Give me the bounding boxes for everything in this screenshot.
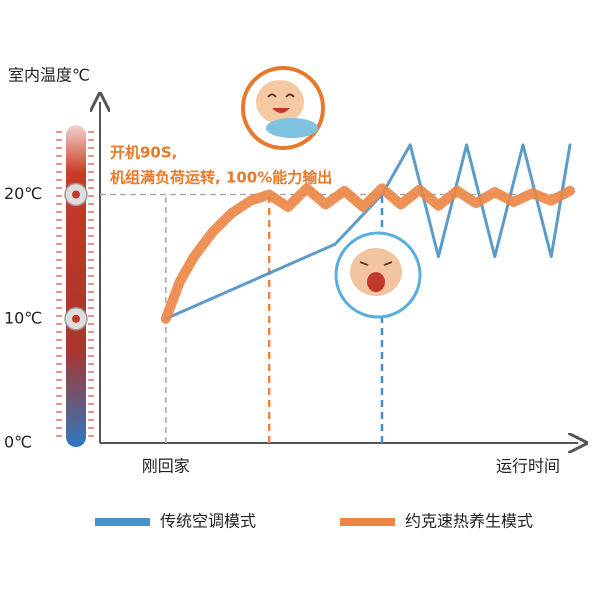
- annotation: 开机90S,: [110, 144, 177, 162]
- legend-label: 约克速热养生模式: [405, 512, 533, 531]
- x-axis-title: 运行时间: [496, 457, 560, 476]
- series-line: [160, 183, 575, 324]
- thermometer-knob-dot: [72, 314, 80, 323]
- thermometer-knob-dot: [72, 190, 80, 199]
- annotation: 机组满负荷运转, 100%能力输出: [110, 169, 332, 187]
- happy-baby-icon: [241, 66, 325, 150]
- crying-baby-icon: [334, 231, 422, 319]
- x-tick-label: 刚回家: [142, 457, 190, 476]
- thermometer-tube: [66, 125, 86, 447]
- y-tick-label: 0℃: [4, 433, 32, 452]
- y-tick-label: 20℃: [4, 184, 42, 203]
- legend-label: 传统空调模式: [160, 512, 256, 531]
- y-tick-label: 10℃: [4, 308, 42, 327]
- y-axis-title: 室内温度℃: [8, 66, 90, 85]
- thermometer: [56, 125, 96, 447]
